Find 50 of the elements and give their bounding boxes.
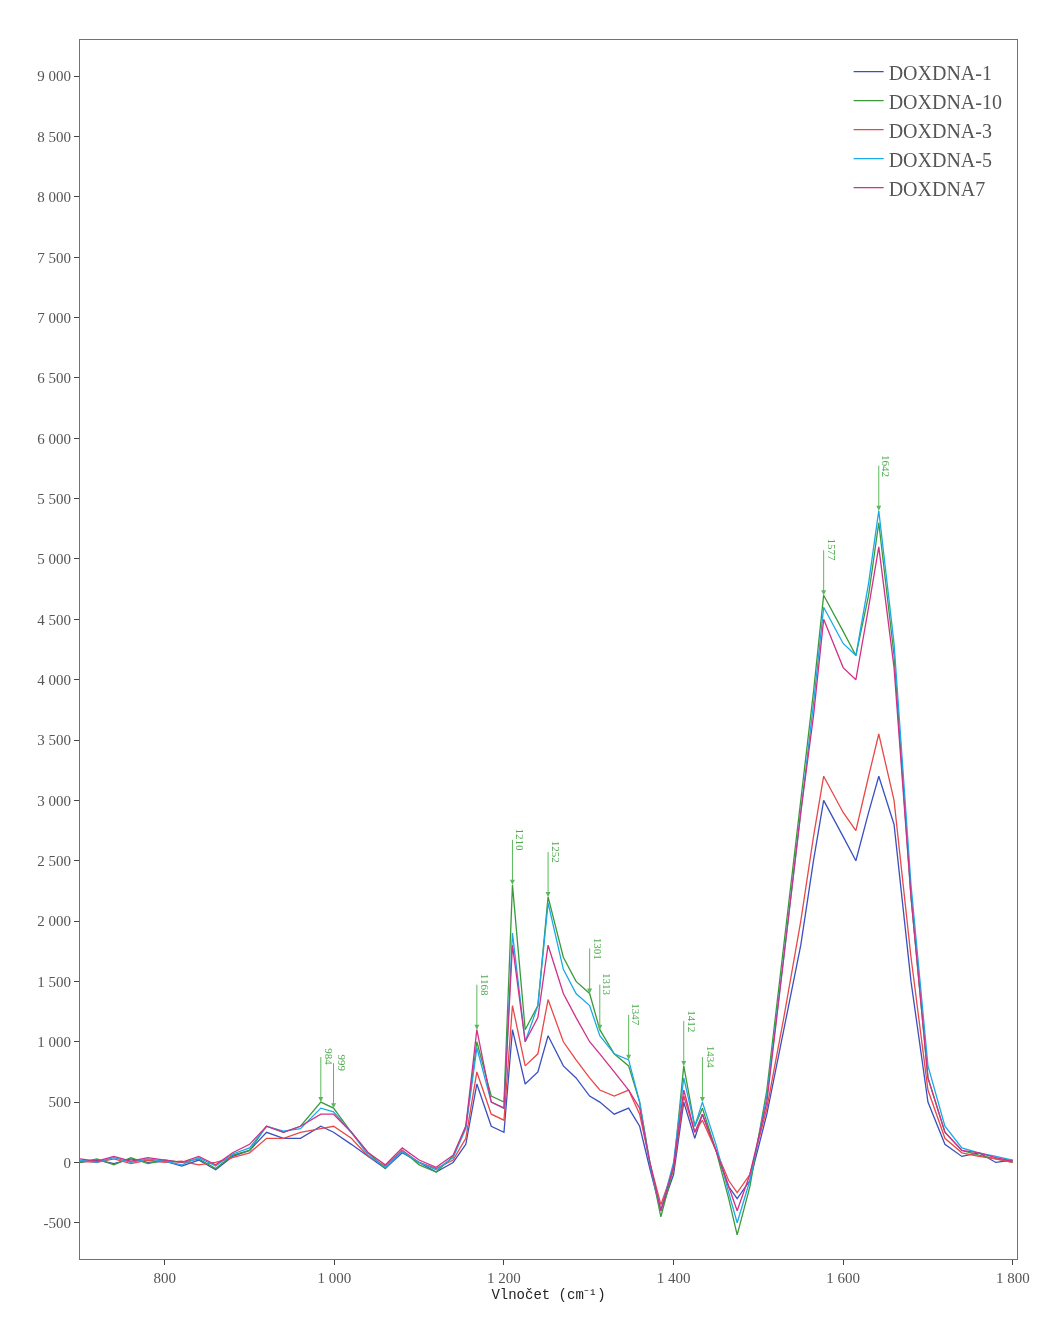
legend-label: DOXDNA-5 — [888, 148, 992, 171]
x-tick-label: 1 000 — [317, 1270, 352, 1286]
legend-label: DOXDNA-3 — [888, 119, 992, 142]
x-tick-label: 1 600 — [826, 1270, 861, 1286]
y-tick-label: -500 — [43, 1215, 71, 1232]
point — [331, 1103, 337, 1109]
annotation: 1301 — [592, 937, 605, 960]
x-tick-label: 800 — [153, 1270, 177, 1286]
x-tick-label: 1 200 — [487, 1270, 521, 1286]
y-tick-label: 500 — [48, 1094, 71, 1111]
y-tick-label: 6 500 — [37, 370, 71, 387]
y-tick-label: 3 500 — [37, 732, 71, 749]
point — [509, 879, 515, 885]
y-tick-label: 7 500 — [37, 249, 71, 266]
annotation: 1252 — [550, 840, 562, 863]
y-tick-label: 4 500 — [37, 611, 71, 628]
y-tick-label: 5 500 — [37, 490, 71, 507]
y-tick-label: 9 000 — [37, 68, 71, 85]
y-tick-label: 1 000 — [37, 1034, 71, 1050]
x-tick-label: 1 400 — [656, 1270, 691, 1286]
legend-label: DOXDNA-1 — [888, 61, 992, 84]
legend-label: DOXDNA-10 — [888, 90, 1002, 113]
y-tick-label: 2 000 — [37, 913, 71, 930]
x-axis-title: Vlnočet (cm⁻¹) — [491, 1287, 606, 1304]
y-tick-label: 0 — [63, 1154, 71, 1171]
annotation: 1313 — [601, 972, 614, 996]
annotation: 984 — [322, 1048, 335, 1066]
point — [545, 891, 551, 897]
annotation: 1412 — [685, 1010, 698, 1033]
annotation: 1347 — [630, 1003, 643, 1026]
annotation: 1434 — [704, 1045, 717, 1069]
point — [587, 988, 593, 994]
y-tick-label: 4 000 — [37, 671, 71, 688]
point — [821, 590, 827, 596]
annotation: 1168 — [478, 973, 491, 996]
y-tick-label: 3 000 — [37, 792, 71, 809]
annotation: 1210 — [514, 828, 527, 851]
legend-label: DOXDNA7 — [888, 177, 986, 200]
y-tick-label: 8 000 — [37, 189, 71, 206]
annotation: 1577 — [825, 538, 838, 562]
x-tick-label: 1 800 — [995, 1270, 1030, 1286]
y-tick-label: 2 500 — [37, 852, 71, 869]
y-tick-label: 6 000 — [37, 430, 71, 447]
y-tick-label: 7 000 — [37, 309, 71, 326]
point — [318, 1097, 324, 1103]
annotation: 1642 — [880, 454, 893, 477]
annotation: 999 — [335, 1054, 348, 1072]
y-tick-label: 5 000 — [37, 551, 71, 568]
y-tick-label: 1 500 — [37, 973, 71, 990]
y-tick-label: 8 500 — [37, 128, 71, 145]
